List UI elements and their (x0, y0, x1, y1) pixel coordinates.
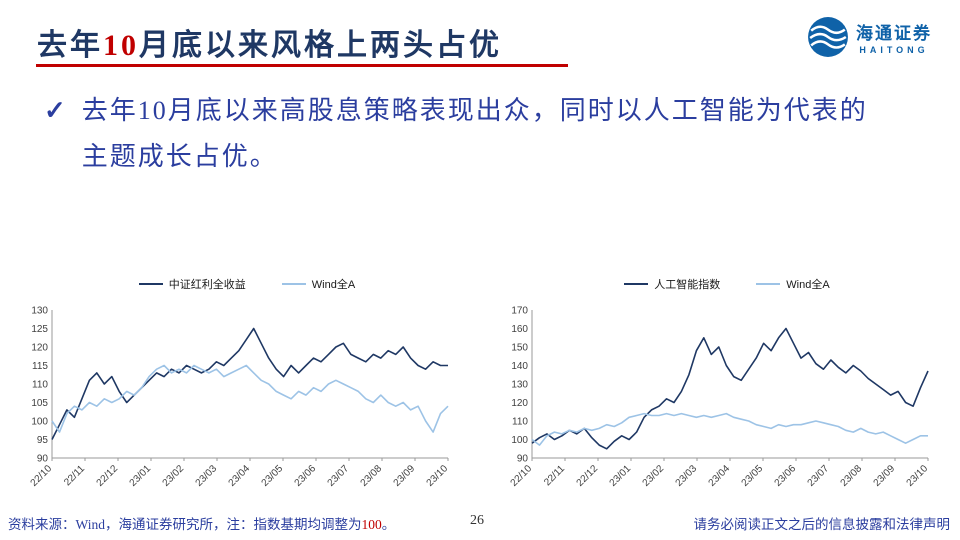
checkmark-icon: ✓ (44, 96, 66, 125)
y-tick-label: 90 (37, 454, 49, 465)
legend-item: Wind全A (281, 276, 356, 292)
series-line (51, 327, 448, 440)
title-text-2: 月底以来风格上两头占优 (139, 29, 502, 62)
footer-source: 资料来源：Wind，海通证券研究所，注：指数基期均调整为100。 (8, 513, 395, 533)
title-number: 10 (103, 29, 139, 62)
legend-line-swatch (281, 283, 306, 285)
x-tick-label: 22/10 (29, 463, 55, 489)
title-underline (36, 64, 568, 67)
legend-label: Wind全A (786, 279, 830, 291)
y-tick-label: 90 (517, 454, 529, 465)
y-tick-label: 140 (511, 361, 528, 372)
y-tick-label: 170 (511, 306, 528, 317)
x-tick-label: 23/09 (872, 463, 898, 489)
x-tick-label: 23/07 (326, 463, 352, 489)
legend-item: 人工智能指数 (624, 276, 720, 292)
y-tick-label: 160 (511, 324, 528, 335)
footer-source-text: 资料来源：Wind，海通证券研究所，注：指数基期均调整为 (8, 517, 362, 532)
chart-dividend-index: 中证红利全收益 Wind全A 90 95 100 105 110 115 120 125 130 2… (22, 274, 472, 510)
y-tick-label: 120 (511, 398, 528, 409)
y-tick-label: 130 (511, 380, 528, 391)
bullet-line-2: 主题成长占优。 (81, 142, 278, 171)
footer-disclaimer: 请务必阅读正文之后的信息披露和法律声明 (693, 517, 951, 532)
y-tick-label: 95 (37, 435, 49, 446)
y-tick-label: 115 (32, 361, 48, 372)
line-chart: 90 95 100 105 110 115 120 125 130 22/10 22/11 22/12… (29, 306, 451, 489)
y-tick-label: 150 (511, 343, 528, 354)
x-tick-label: 23/02 (161, 463, 187, 489)
chart-ai-index: 人工智能指数 Wind全A 90 100 110 120 130 140 150 160 170 2… (502, 274, 952, 510)
x-tick-label: 22/11 (62, 463, 87, 488)
chart-legend: 人工智能指数 Wind全A (502, 274, 952, 294)
title-text-1: 去年 (37, 29, 103, 62)
series-line (531, 327, 929, 450)
logo-cn: 海通证券 (856, 24, 932, 43)
page-number: 26 (470, 513, 484, 528)
x-tick-label: 23/03 (194, 463, 220, 489)
chart-legend: 中证红利全收益 Wind全A (22, 274, 472, 294)
x-tick-label: 23/07 (806, 463, 832, 489)
y-tick-label: 110 (512, 417, 528, 428)
bullet-point: ✓ 去年10月底以来高股息策略表现出众，同时以人工智能为代表的 主题成长占优。 (44, 88, 924, 180)
legend-label: 人工智能指数 (654, 279, 721, 291)
x-tick-label: 23/05 (260, 463, 286, 489)
series-line (51, 364, 449, 433)
x-tick-label: 23/04 (707, 463, 733, 489)
footer-source-number: 100 (361, 517, 382, 532)
x-tick-label: 23/03 (674, 463, 700, 489)
y-tick-label: 130 (31, 306, 48, 317)
y-tick-label: 105 (31, 398, 48, 409)
bullet-text: 去年10月底以来高股息策略表现出众，同时以人工智能为代表的 主题成长占优。 (82, 88, 868, 180)
y-tick-label: 100 (31, 417, 48, 428)
y-tick-label: 110 (32, 380, 48, 391)
x-tick-label: 22/12 (575, 463, 601, 489)
x-tick-label: 23/08 (839, 463, 865, 489)
x-tick-label: 23/10 (425, 463, 451, 489)
haitong-logo: 海通证券 HAITONG (807, 16, 932, 58)
y-tick-label: 120 (31, 343, 48, 354)
x-tick-label: 23/10 (905, 463, 931, 489)
x-tick-label: 23/01 (608, 463, 634, 489)
x-tick-label: 23/09 (392, 463, 418, 489)
x-tick-label: 22/12 (95, 463, 121, 489)
page-title: 去年10月底以来风格上两头占优 (37, 20, 502, 64)
legend-item: 中证红利全收益 (138, 276, 246, 292)
series-line (531, 412, 928, 446)
legend-label: Wind全A (311, 279, 356, 291)
logo-en: HAITONG (859, 45, 929, 55)
logo-text: 海通证券 HAITONG (856, 19, 932, 55)
footer-source-suffix: 。 (381, 517, 396, 532)
line-chart: 90 100 110 120 130 140 150 160 170 22/10 22/11 22/1… (509, 306, 931, 489)
x-tick-label: 23/02 (641, 463, 667, 489)
legend-label: 中证红利全收益 (168, 279, 246, 291)
haitong-logo-icon (808, 17, 848, 57)
x-tick-label: 22/11 (542, 463, 567, 488)
legend-line-swatch (756, 283, 781, 285)
legend-line-swatch (624, 283, 649, 285)
x-tick-label: 23/06 (293, 463, 319, 489)
x-tick-label: 22/10 (509, 463, 535, 489)
x-tick-label: 23/01 (128, 463, 154, 489)
x-tick-label: 23/06 (773, 463, 799, 489)
y-tick-label: 125 (31, 324, 48, 335)
bullet-line-1: 去年10月底以来高股息策略表现出众，同时以人工智能为代表的 (81, 96, 868, 125)
x-tick-label: 23/08 (359, 463, 385, 489)
legend-line-swatch (138, 283, 163, 285)
x-tick-label: 23/05 (740, 463, 766, 489)
y-tick-label: 100 (511, 435, 528, 446)
x-tick-label: 23/04 (227, 463, 253, 489)
legend-item: Wind全A (756, 276, 830, 292)
